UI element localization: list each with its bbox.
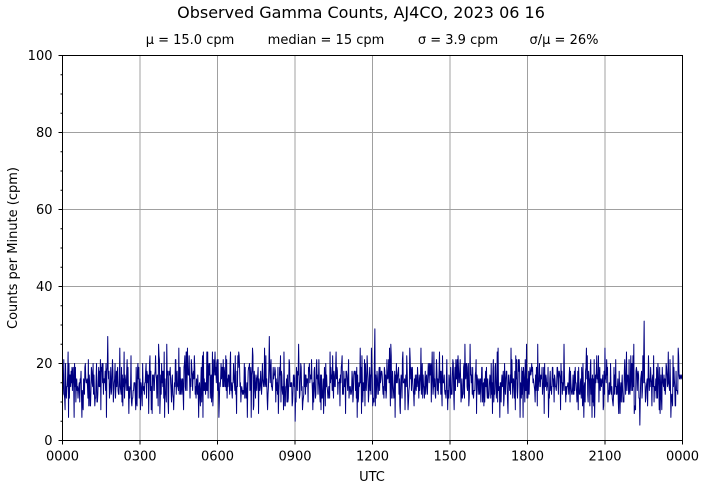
stat-median: median = 15 cpm <box>268 33 385 48</box>
x-tick-label: 0000 <box>46 450 79 465</box>
x-tick-label: 0900 <box>278 450 311 465</box>
x-tick-label: 0300 <box>123 450 156 465</box>
y-tick-label: 80 <box>36 126 53 141</box>
stat-mean: μ = 15.0 cpm <box>146 33 235 48</box>
chart-title: Observed Gamma Counts, AJ4CO, 2023 06 16 <box>177 3 545 22</box>
x-tick-label: 1200 <box>356 450 389 465</box>
axis-ticks: 0000 0300 0600 0900 1200 1500 1800 2100 00000204… <box>28 49 699 465</box>
x-tick-label: 2100 <box>588 450 621 465</box>
gamma-count-series-line <box>62 320 683 426</box>
x-tick-label: 0600 <box>201 450 234 465</box>
y-tick-label: 40 <box>36 280 53 295</box>
y-tick-label: 100 <box>28 49 53 64</box>
x-axis-label: UTC <box>359 470 385 485</box>
stat-ratio: σ/μ = 26% <box>530 33 599 48</box>
x-tick-label: 1500 <box>433 450 466 465</box>
y-axis-label: Counts per Minute (cpm) <box>6 167 21 329</box>
y-tick-label: 60 <box>36 203 53 218</box>
x-tick-label: 0000 <box>666 450 699 465</box>
grid-lines <box>62 55 683 441</box>
stat-sigma: σ = 3.9 cpm <box>418 33 498 48</box>
y-tick-label: 0 <box>44 434 52 449</box>
x-tick-label: 1800 <box>511 450 544 465</box>
y-tick-label: 20 <box>36 357 53 372</box>
